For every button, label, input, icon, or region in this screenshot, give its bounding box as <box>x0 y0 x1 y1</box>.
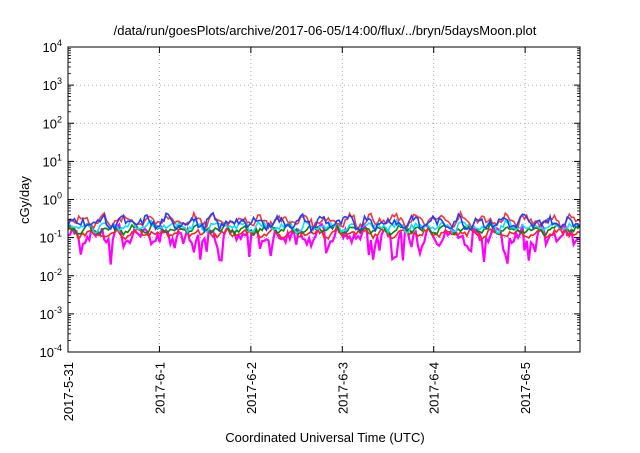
x-ticks: 2017-5-31 2017-6-1 2017-6-2 2017-6-3 2017-6-… <box>61 47 533 421</box>
grid <box>68 47 580 352</box>
y-tick-label: 101 <box>43 152 62 169</box>
x-tick-label: 2017-5-31 <box>61 362 76 421</box>
y-tick-label: 10-2 <box>40 267 62 284</box>
series-line-6 <box>68 211 580 235</box>
y-tick-label: 10-3 <box>40 305 62 322</box>
x-axis-label: Coordinated Universal Time (UTC) <box>225 430 424 445</box>
y-axis-label: cGy/day <box>17 176 32 224</box>
x-tick-label: 2017-6-2 <box>244 362 259 414</box>
y-tick-label: 102 <box>43 114 62 131</box>
x-tick-label: 2017-6-5 <box>518 362 533 414</box>
y-ticks: 10-4 10-3 10-2 10-1 100 101 102 103 104 <box>40 38 580 360</box>
y-tick-label: 104 <box>43 38 62 55</box>
chart-title: /data/run/goesPlots/archive/2017-06-05/1… <box>114 23 537 38</box>
y-tick-label: 100 <box>43 191 62 208</box>
series-line-2 <box>68 225 580 241</box>
y-tick-label: 103 <box>43 76 62 93</box>
y-tick-label: 10-1 <box>40 229 62 246</box>
x-tick-label: 2017-6-1 <box>152 362 167 414</box>
x-tick-label: 2017-6-3 <box>335 362 350 414</box>
series-group <box>68 210 580 265</box>
y-tick-label: 10-4 <box>40 343 62 360</box>
x-tick-label: 2017-6-4 <box>427 362 442 414</box>
